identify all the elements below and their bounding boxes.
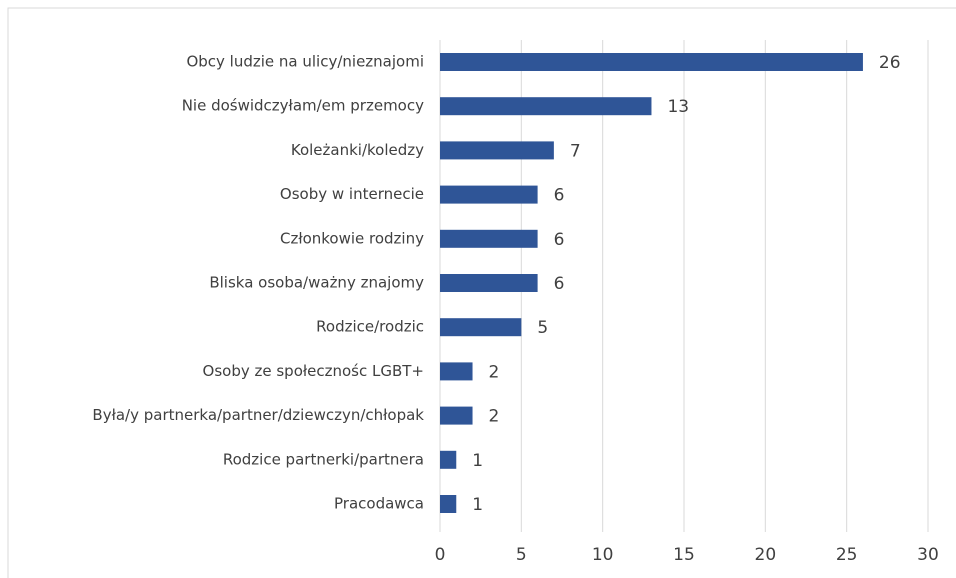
bar [440,450,457,469]
data-label: 6 [554,230,565,250]
x-tick-label: 30 [917,545,939,565]
data-label: 1 [472,495,483,515]
y-tick-label: Osoby w internecie [280,185,424,203]
y-tick-label: Koleżanki/koledzy [291,141,424,159]
bar [440,318,522,337]
x-tick-label: 15 [673,545,695,565]
x-tick-label: 10 [592,545,614,565]
y-tick-label: Rodzice/rodzic [316,318,424,336]
data-label: 2 [489,362,500,382]
x-tick-label: 5 [516,545,527,565]
data-label: 2 [489,407,500,427]
x-tick-label: 20 [755,545,777,565]
bar [440,229,538,248]
data-label: 7 [570,141,581,161]
y-tick-label: Osoby ze społecznośc LGBT+ [203,362,424,380]
y-tick-label: Rodzice partnerki/partnera [223,450,424,468]
data-label: 13 [667,97,689,117]
y-tick-label: Obcy ludzie na ulicy/nieznajomi [186,53,424,71]
x-tick-label: 0 [435,545,446,565]
bar [440,185,538,204]
bar [440,53,863,71]
x-tick-label: 25 [836,545,858,565]
bar [440,362,473,381]
data-label: 6 [554,186,565,206]
data-label: 26 [879,53,901,73]
bar [440,141,554,160]
bar [440,274,538,292]
data-label: 5 [537,318,548,338]
y-tick-label: Członkowie rodziny [280,229,424,247]
data-label: 1 [472,451,483,471]
y-tick-label: Była/y partnerka/partner/dziewczyn/chłop… [92,406,424,424]
y-tick-label: Nie doświdczyłam/em przemocy [182,97,424,115]
bar [440,406,473,425]
bar [440,97,652,116]
chart-frame [7,7,956,578]
data-label: 6 [554,274,565,294]
y-tick-label: Pracodawca [334,495,424,513]
bar [440,495,457,513]
y-tick-label: Bliska osoba/ważny znajomy [209,274,424,292]
